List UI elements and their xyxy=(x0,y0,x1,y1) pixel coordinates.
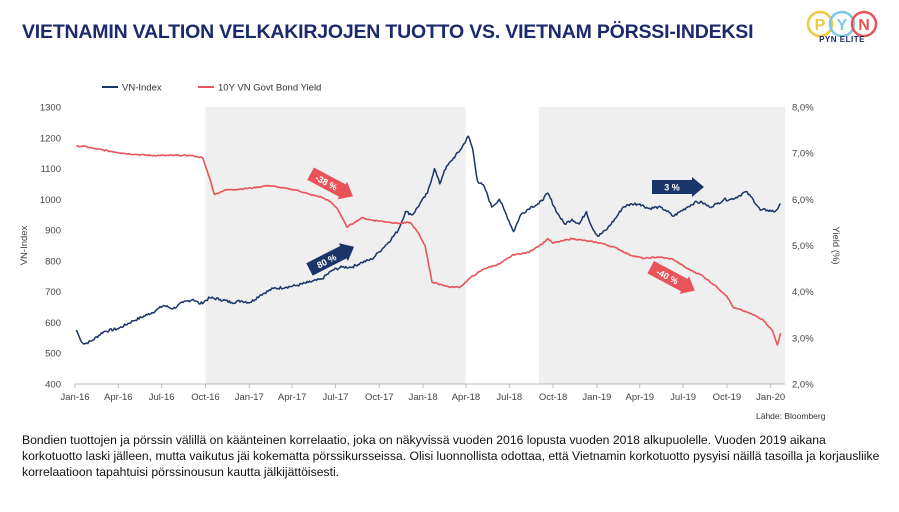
y-right-tick-label: 3,0% xyxy=(792,333,814,344)
y-left-tick-label: 1000 xyxy=(40,195,61,206)
x-tick-label: Apr-16 xyxy=(104,392,133,403)
x-tick-label: Apr-19 xyxy=(626,392,655,403)
source-label: Lähde: Bloomberg xyxy=(756,411,826,421)
x-tick-label: Jan-17 xyxy=(235,392,264,403)
series-line-bond-yield xyxy=(76,144,782,346)
logo-letter-p: P xyxy=(815,17,826,34)
x-tick-label: Oct-16 xyxy=(191,392,220,403)
series-line-vn-index xyxy=(75,135,781,345)
y-right-tick-label: 5,0% xyxy=(792,241,814,252)
x-tick-label: Jul-19 xyxy=(670,392,696,403)
y-right-axis-title: Yield (%) xyxy=(830,226,841,264)
y-left-tick-label: 900 xyxy=(45,226,61,237)
y-left-tick-label: 1200 xyxy=(40,133,61,144)
shaded-period-1 xyxy=(538,107,785,384)
y-left-tick-label: 1300 xyxy=(40,103,61,114)
page-title: VIETNAMIN VALTION VELKAKIRJOJEN TUOTTO V… xyxy=(22,21,754,43)
y-right-tick-label: 2,0% xyxy=(792,380,814,391)
chart: Jan-16 Apr-16 Jul-16 Oct-16 Jan-17 Apr-17 Jul-… xyxy=(19,83,841,404)
x-tick-label: Apr-18 xyxy=(452,392,481,403)
annotation-label: 3 % xyxy=(664,183,680,193)
y-left-tick-label: 600 xyxy=(45,318,61,329)
x-tick-label: Oct-18 xyxy=(539,392,568,403)
y-right-tick-label: 8,0% xyxy=(792,103,814,114)
annotation-arrow xyxy=(307,167,353,200)
x-tick-label: Jan-20 xyxy=(756,392,785,403)
y-left-tick-label: 1100 xyxy=(41,164,61,175)
x-tick-label: Jul-17 xyxy=(323,392,349,403)
legend-label: 10Y VN Govt Bond Yield xyxy=(218,83,321,94)
x-tick-label: Jan-16 xyxy=(60,392,89,403)
annotation-arrow xyxy=(306,243,355,276)
logo-subtitle: PYN ELITE xyxy=(819,35,865,44)
y-left-tick-label: 700 xyxy=(45,287,61,298)
legend-label: VN-Index xyxy=(122,83,162,94)
y-left-axis-title: VN-Index xyxy=(19,225,30,265)
chart-caption: Bondien tuottojen ja pörssin välillä on … xyxy=(22,433,880,479)
x-tick-label: Jul-16 xyxy=(149,392,175,403)
logo-letter-y: Y xyxy=(837,17,848,34)
x-tick-label: Jan-19 xyxy=(582,392,611,403)
logo-circle-y xyxy=(828,10,856,38)
logo-letter-n: N xyxy=(858,17,870,34)
y-right-tick-label: 4,0% xyxy=(792,287,814,298)
logo-circle-n xyxy=(850,10,878,38)
x-tick-label: Oct-17 xyxy=(365,392,394,403)
annotation-arrow xyxy=(652,177,704,197)
y-left-tick-label: 400 xyxy=(45,380,61,391)
x-tick-label: Jul-18 xyxy=(496,392,522,403)
y-right-tick-label: 7,0% xyxy=(792,149,814,160)
pyn-elite-logo: P Y N xyxy=(806,10,878,38)
x-tick-label: Apr-17 xyxy=(278,392,307,403)
y-left-tick-label: 800 xyxy=(45,256,61,267)
y-right-tick-label: 6,0% xyxy=(792,195,814,206)
x-tick-label: Jan-18 xyxy=(409,392,438,403)
annotation-arrow xyxy=(647,261,695,294)
y-left-tick-label: 500 xyxy=(45,349,61,360)
shaded-period-0 xyxy=(205,107,466,384)
logo-circle-p xyxy=(806,10,834,38)
x-tick-label: Oct-19 xyxy=(713,392,742,403)
